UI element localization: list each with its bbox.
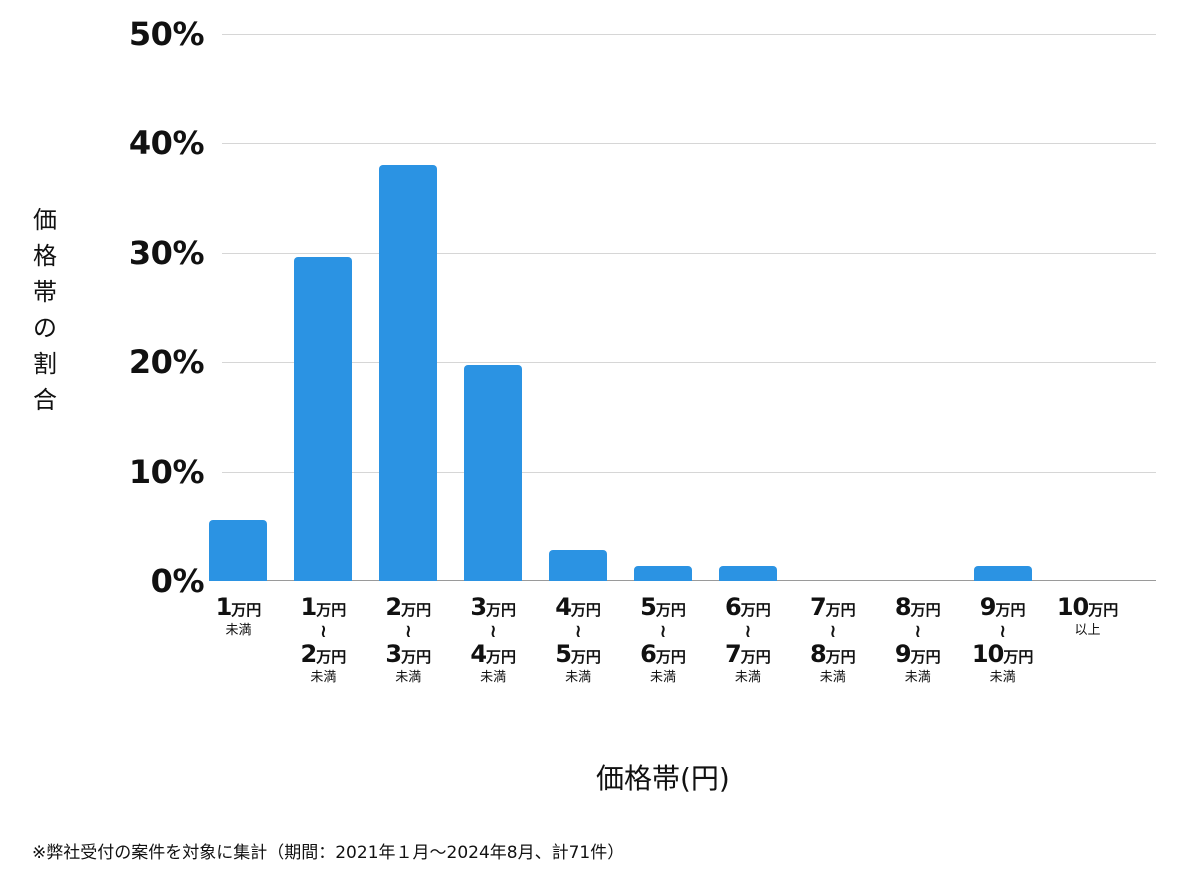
range-wave-icon: ≀ (829, 621, 837, 642)
bar (718, 565, 777, 581)
x-tick-amount: 9万円 (979, 593, 1026, 621)
x-tick-amount: 8万円 (894, 593, 941, 621)
x-tick-label: 9万円 ≀ 10万円未満 (958, 594, 1048, 685)
y-axis-label-char: の (33, 314, 57, 342)
x-tick-label: 7万円 ≀ 8万円未満 (788, 594, 878, 685)
x-tick-amount: 6万円 (725, 593, 771, 621)
range-wave-icon: ≀ (744, 621, 752, 642)
x-tick-amount: 5万円 (555, 640, 601, 668)
x-axis-label: 価格帯(円) (596, 762, 730, 795)
range-wave-icon: ≀ (914, 621, 922, 642)
range-wave-icon: ≀ (489, 621, 497, 642)
x-tick-label: 5万円 ≀ 6万円未満 (618, 594, 708, 685)
x-tick-suffix: 未満 (565, 670, 592, 685)
x-tick-label: 3万円 ≀ 4万円未満 (448, 594, 538, 685)
x-tick-label: 8万円 ≀ 9万円未満 (873, 594, 963, 685)
x-tick-amount: 2万円 (300, 640, 347, 668)
x-tick-amount: 3万円 (470, 593, 517, 621)
x-tick-amount: 7万円 (809, 593, 856, 621)
gridline (222, 471, 1156, 473)
range-wave-icon: ≀ (659, 621, 667, 642)
bar (973, 565, 1032, 581)
y-tick-label: 20% (128, 343, 205, 382)
range-wave-icon: ≀ (319, 621, 327, 642)
x-tick-label: 2万円 ≀ 3万円未満 (363, 594, 453, 685)
bar (634, 565, 692, 581)
bar (294, 257, 353, 581)
gridline (222, 143, 1156, 145)
y-axis-label-char: 格 (33, 242, 57, 270)
gridline (222, 252, 1156, 254)
y-axis-label-char: 合 (33, 386, 57, 414)
y-tick-label: 0% (150, 562, 205, 600)
x-tick-suffix: 未満 (989, 670, 1016, 685)
x-tick-amount: 10万円 (971, 640, 1034, 668)
x-tick-amount: 2万円 (385, 593, 432, 621)
x-tick-label: 1万円未満 (193, 594, 283, 638)
x-tick-suffix: 未満 (734, 670, 761, 685)
x-tick-amount: 6万円 (640, 640, 686, 668)
bar (464, 365, 523, 581)
x-tick-suffix: 未満 (480, 670, 507, 685)
x-tick-amount: 5万円 (640, 593, 686, 621)
y-tick-label: 10% (128, 452, 205, 491)
bar (549, 550, 608, 581)
y-tick-label: 50% (128, 15, 205, 53)
y-tick-label: 40% (128, 124, 205, 163)
x-tick-label: 4万円 ≀ 5万円未満 (533, 594, 623, 685)
gridline (222, 34, 1156, 35)
bar (379, 165, 438, 581)
y-tick-label: 30% (128, 233, 205, 272)
y-axis-label-char: 価 (33, 206, 57, 234)
x-tick-suffix: 未満 (819, 670, 846, 685)
x-tick-suffix: 未満 (395, 670, 422, 685)
y-axis-label-char: 割 (33, 350, 57, 378)
x-tick-amount: 9万円 (894, 640, 941, 668)
range-wave-icon: ≀ (574, 621, 582, 642)
gridline (222, 362, 1156, 364)
range-wave-icon: ≀ (999, 621, 1006, 642)
x-tick-suffix: 未満 (649, 670, 676, 685)
x-tick-amount: 4万円 (470, 640, 517, 668)
x-tick-amount: 7万円 (725, 640, 771, 668)
x-tick-suffix: 未満 (310, 670, 337, 685)
plot-area (209, 34, 1156, 581)
x-tick-suffix: 未満 (225, 623, 252, 638)
x-tick-label: 10万円以上 (1043, 594, 1133, 638)
footnote: ※弊社受付の案件を対象に集計（期間：2021年１月〜2024年8月、計71件） (32, 843, 625, 863)
y-axis-label: 価格帯の割合 (30, 202, 60, 418)
x-tick-amount: 8万円 (809, 640, 856, 668)
x-tick-amount: 10万円 (1056, 593, 1119, 621)
x-tick-amount: 3万円 (385, 640, 432, 668)
range-wave-icon: ≀ (404, 621, 412, 642)
x-tick-suffix: 以上 (1074, 623, 1101, 638)
x-tick-suffix: 未満 (904, 670, 931, 685)
x-tick-amount: 1万円 (300, 593, 347, 621)
x-tick-label: 6万円 ≀ 7万円未満 (703, 594, 793, 685)
bar (209, 519, 268, 581)
x-tick-label: 1万円 ≀ 2万円未満 (278, 594, 368, 685)
x-tick-amount: 4万円 (555, 593, 601, 621)
y-axis-label-char: 帯 (33, 278, 57, 306)
x-tick-amount: 1万円 (215, 593, 262, 621)
